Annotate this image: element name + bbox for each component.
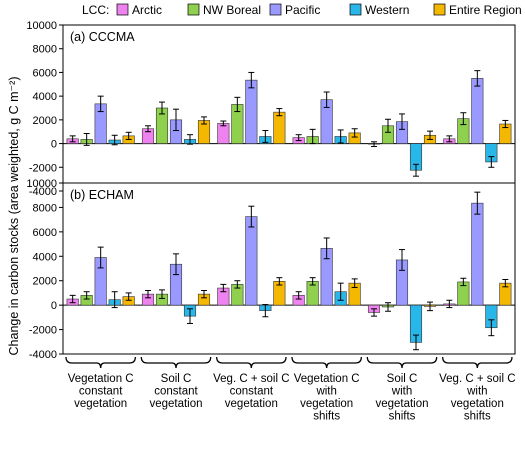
legend-label-entire-region: Entire Region <box>449 3 522 17</box>
category-bracket <box>140 356 212 369</box>
panel-b-echam: -4000 -2000 0 2000 4000 6000 8000 10000 (b) ECHA… <box>26 178 516 361</box>
legend-swatch-western <box>349 3 362 16</box>
legend-swatch-nw-boreal <box>187 3 200 16</box>
category-bracket <box>366 356 438 369</box>
y-tick-label: 10000 <box>26 20 57 32</box>
y-tick-label: 8000 <box>33 44 57 56</box>
y-axis-label: Change in carbon stocks (area weighted, … <box>7 77 21 356</box>
y-tick-label: 0 <box>51 300 57 312</box>
bar-pacific <box>245 79 258 144</box>
legend-swatch-pacific <box>269 3 282 16</box>
plot-area <box>62 24 516 192</box>
bar-arctic <box>217 123 230 144</box>
legend-label-arctic: Arctic <box>132 3 162 17</box>
legend-label-pacific: Pacific <box>285 3 320 17</box>
y-tick-label: -2000 <box>29 162 57 174</box>
legend-label-nw-boreal: NW Boreal <box>203 3 261 17</box>
category-bracket <box>291 356 362 369</box>
panel-title: (b) ECHAM <box>70 188 134 202</box>
y-tick-label: 10000 <box>26 178 57 190</box>
category-bracket <box>216 356 287 369</box>
panel-title: (a) CCCMA <box>70 30 135 44</box>
plot-area <box>62 182 516 355</box>
y-tick-label: 6000 <box>33 67 57 79</box>
bar-pacific <box>471 78 484 144</box>
y-tick-label: 4000 <box>33 251 57 263</box>
y-tick-label: 2000 <box>33 276 57 288</box>
y-tick-label: 2000 <box>33 115 57 127</box>
legend-swatch-entire-region <box>433 3 446 16</box>
legend-swatch-arctic <box>116 3 129 16</box>
y-tick-label: 6000 <box>33 227 57 239</box>
legend-title: LCC: <box>82 3 109 17</box>
bar-pacific <box>471 202 484 306</box>
category-bracket <box>65 356 136 369</box>
y-tick-label: 4000 <box>33 91 57 103</box>
bar-pacific <box>245 216 258 306</box>
legend-label-western: Western <box>365 3 409 17</box>
legend: LCC: Arctic NW Boreal Pacific Western Entire… <box>82 3 522 17</box>
y-tick-label: 0 <box>51 139 57 151</box>
category-bracket <box>442 356 513 369</box>
y-tick-label: -2000 <box>29 325 57 337</box>
panel-a-cccma: -4000 -2000 0 2000 4000 6000 8000 10000 (a) CCCM… <box>26 20 516 198</box>
bar-entire-region <box>273 111 286 144</box>
y-tick-label: -4000 <box>29 186 57 198</box>
y-tick-label: 8000 <box>33 202 57 214</box>
y-tick-label: -4000 <box>29 349 57 361</box>
